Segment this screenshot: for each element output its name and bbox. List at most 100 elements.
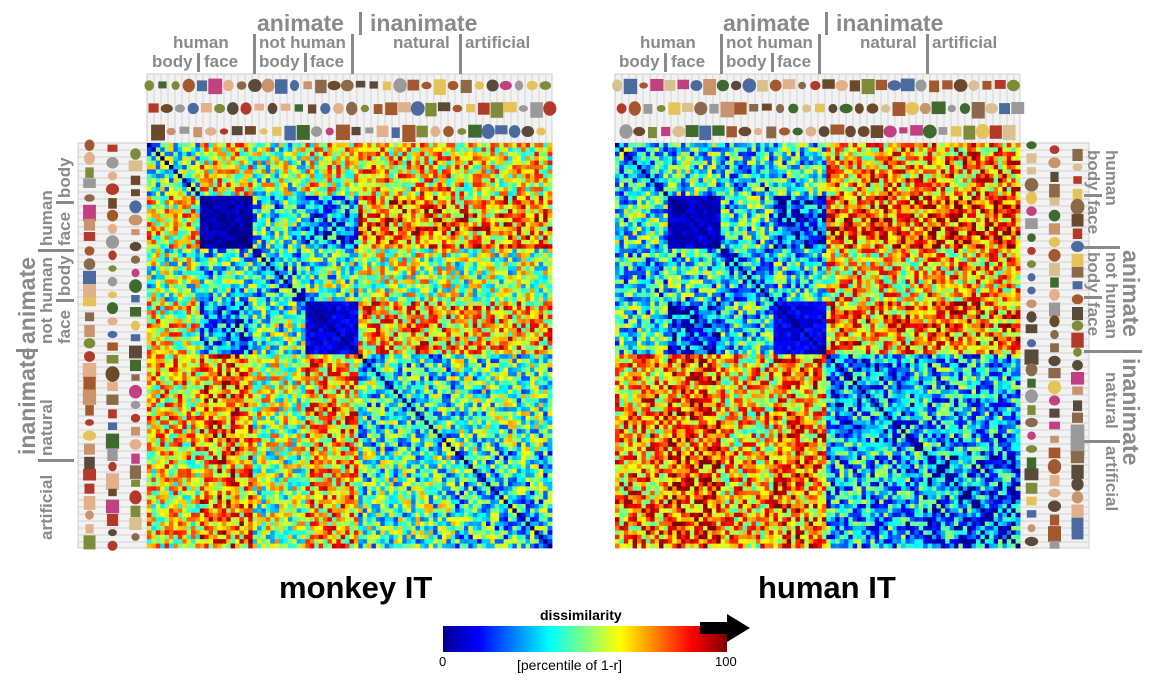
monkey-rdm-cell [213,173,218,179]
monkey-rdm-cell [538,283,544,289]
monkey-rdm-cell [151,160,157,166]
monkey-rdm-cell [239,257,245,263]
monkey-rdm-cell [331,248,337,254]
monkey-rdm-cell [358,275,364,280]
monkey-rdm-cell [375,222,381,228]
monkey-rdm-cell [529,147,535,153]
monkey-rdm-cell [490,336,496,342]
monkey-rdm-cell [499,363,504,368]
monkey-rdm-cell [543,341,548,346]
monkey-rdm-cell [164,314,170,320]
monkey-rdm-cell [230,266,236,272]
monkey-rdm-cell [151,327,157,333]
monkey-rdm-cell [406,235,412,241]
monkey-rdm-cell [318,261,324,267]
monkey-rdm-cell [411,244,416,250]
monkey-rdm-cell [494,248,500,254]
monkey-rdm-cell [213,147,218,153]
monkey-rdm-cell [424,279,430,285]
monkey-rdm-cell [521,266,526,272]
monkey-left-strip-stimulus-thumbnail [84,194,95,202]
monkey-rdm-cell [318,341,324,346]
monkey-rdm-cell [309,327,315,333]
monkey-rdm-cell [195,341,201,346]
monkey-rdm-cell [147,217,152,223]
monkey-rdm-cell [213,195,218,201]
monkey-rdm-cell [274,323,280,329]
monkey-rdm-cell [521,182,526,188]
monkey-rdm-cell [358,187,364,192]
monkey-rdm-cell [239,310,245,316]
monkey-rdm-cell [362,160,368,166]
monkey-rdm-cell [160,187,166,192]
monkey-rdm-cell [305,235,311,241]
monkey-rdm-cell [243,349,249,355]
monkey-rdm-cell [463,217,469,223]
monkey-rdm-cell [243,204,249,210]
monkey-rdm-cell [428,191,434,197]
monkey-rdm-cell [512,336,518,342]
monkey-rdm-cell [248,275,254,280]
monkey-rdm-cell [191,182,196,188]
monkey-rdm-cell [248,363,254,368]
monkey-rdm-cell [274,156,280,162]
monkey-rdm-cell [419,292,425,298]
monkey-rdm-cell [419,160,425,166]
monkey-rdm-cell [485,292,491,298]
monkey-rdm-cell [274,305,280,311]
monkey-rdm-cell [349,301,355,307]
monkey-rdm-cell [481,266,487,272]
monkey-top-strip-stimulus-thumbnail [315,79,327,94]
monkey-rdm-cell [375,248,381,254]
monkey-rdm-cell [516,323,522,329]
monkey-rdm-cell [204,345,210,351]
monkey-rdm-cell [186,195,192,201]
monkey-rdm-cell [411,266,416,272]
monkey-rdm-cell [371,332,377,338]
monkey-rdm-cell [340,283,346,289]
monkey-rdm-cell [521,257,526,263]
monkey-rdm-cell [230,195,236,201]
monkey-rdm-cell [301,363,306,368]
monkey-rdm-cell [415,217,421,223]
monkey-rdm-cell [147,297,152,302]
monkey-rdm-cell [243,345,249,351]
monkey-rdm-cell [362,332,368,338]
monkey-rdm-cell [499,165,504,170]
monkey-rdm-cell [340,261,346,267]
monkey-rdm-cell [213,160,218,166]
monkey-rdm-cell [331,165,337,170]
monkey-rdm-cell [305,292,311,298]
monkey-rdm-cell [349,283,355,289]
monkey-rdm-cell [459,336,465,342]
monkey-rdm-cell [437,310,443,316]
monkey-rdm-cell [406,147,412,153]
monkey-rdm-cell [437,173,443,179]
monkey-rdm-cell [279,147,284,153]
monkey-rdm-cell [213,310,218,316]
monkey-rdm-cell [177,147,183,153]
monkey-rdm-cell [336,266,342,272]
monkey-rdm-cell [327,165,333,170]
monkey-rdm-cell [543,143,548,148]
monkey-rdm-cell [169,336,174,342]
monkey-rdm-cell [314,200,320,206]
monkey-rdm-cell [239,279,245,285]
monkey-rdm-cell [463,187,469,192]
monkey-rdm-cell [208,266,214,272]
monkey-rdm-cell [309,305,315,311]
monkey-rdm-cell [199,358,205,364]
monkey-rdm-cell [424,314,430,320]
monkey-rdm-cell [155,275,161,280]
monkey-rdm-cell [274,332,280,338]
monkey-rdm-cell [226,178,232,184]
monkey-rdm-cell [199,195,205,201]
monkey-rdm-cell [226,319,232,324]
monkey-rdm-cell [380,160,386,166]
monkey-rdm-cell [147,253,152,258]
monkey-rdm-cell [481,235,487,241]
monkey-rdm-cell [406,279,412,285]
monkey-rdm-cell [226,279,232,285]
monkey-rdm-cell [538,345,544,351]
monkey-rdm-cell [402,345,408,351]
